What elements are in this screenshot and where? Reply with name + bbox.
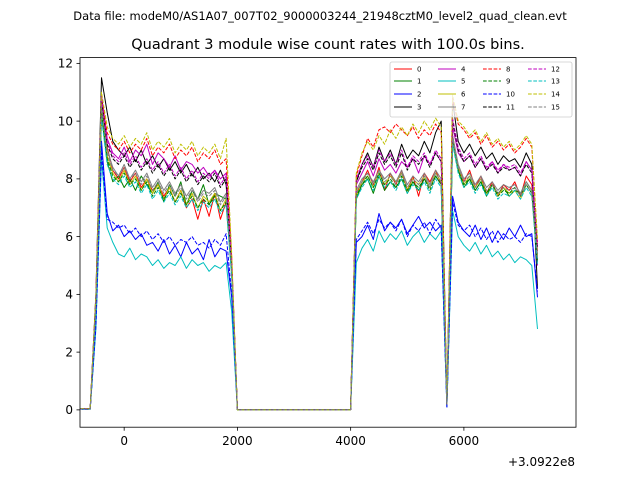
legend-label-15: 15 [551, 104, 560, 112]
x-tick-label: 2000 [222, 434, 253, 448]
chart-title: Quadrant 3 module wise count rates with … [131, 37, 525, 53]
legend-label-14: 14 [551, 91, 560, 99]
legend-label-13: 13 [551, 78, 560, 86]
legend-label-10: 10 [506, 91, 515, 99]
x-tick-label: 6000 [449, 434, 480, 448]
y-tick-label: 12 [58, 57, 73, 71]
y-tick-label: 10 [58, 114, 73, 128]
legend-label-2: 2 [417, 91, 421, 99]
series-line-15 [80, 106, 538, 411]
y-tick-label: 2 [65, 345, 73, 359]
legend-frame [389, 61, 573, 118]
x-tick-label: 0 [120, 434, 128, 448]
y-tick-label: 0 [65, 403, 73, 417]
legend-label-6: 6 [461, 91, 466, 99]
x-offset-label: +3.0922e8 [508, 455, 575, 469]
x-axis: 0 2000 4000 6000 [120, 427, 479, 448]
legend-label-12: 12 [551, 66, 560, 74]
y-tick-label: 8 [65, 172, 73, 186]
legend-label-0: 0 [417, 66, 421, 74]
legend-label-5: 5 [461, 78, 465, 86]
series-line-10 [80, 152, 538, 411]
legend-label-3: 3 [417, 104, 421, 112]
x-tick-label: 4000 [335, 434, 366, 448]
legend-label-1: 1 [417, 78, 421, 86]
chart-suptitle: Data file: modeM0/AS1A07_007T02_90000032… [73, 9, 567, 23]
legend-label-11: 11 [506, 104, 515, 112]
legend-label-8: 8 [506, 66, 510, 74]
legend-label-7: 7 [461, 104, 465, 112]
y-axis: 0 2 4 6 8 10 12 [58, 57, 80, 417]
y-tick-label: 6 [65, 230, 73, 244]
series-layer [80, 77, 538, 411]
legend-label-9: 9 [506, 78, 510, 86]
series-line-11 [80, 100, 538, 411]
legend-label-4: 4 [461, 66, 466, 74]
series-line-12 [80, 97, 538, 411]
plot-frame [79, 57, 577, 428]
y-tick-label: 4 [65, 288, 73, 302]
